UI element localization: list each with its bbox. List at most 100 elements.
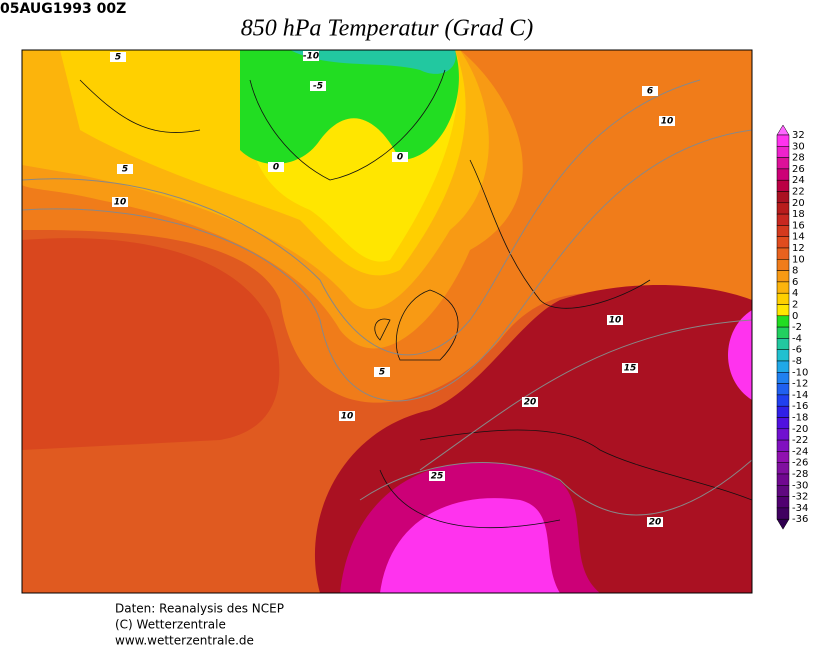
colorbar-segment xyxy=(776,485,790,497)
colorbar-label: 28 xyxy=(792,153,805,164)
contour-label-bg xyxy=(303,51,319,61)
contour-label: 10 xyxy=(661,117,674,127)
colorbar-label: 24 xyxy=(792,175,805,186)
colorbar-segment xyxy=(776,168,790,181)
colorbar-label: 8 xyxy=(792,266,798,277)
colorbar-label: -20 xyxy=(792,424,808,435)
colorbar-segment xyxy=(776,146,790,158)
contour-labels: 5 -10 -5 6 10 0 0 5 10 10 15 5 20 10 25 20 xyxy=(110,51,675,528)
colorbar-segment xyxy=(776,405,790,418)
colorbar-segment xyxy=(776,191,790,204)
contour-label-bg xyxy=(647,517,663,527)
colorbar-segment xyxy=(776,394,790,407)
colorbar-segment xyxy=(776,428,790,441)
colorbar-segment xyxy=(776,507,790,520)
contour-label: 10 xyxy=(609,316,622,326)
colorbar-segment xyxy=(776,349,790,362)
contour-label-bg xyxy=(117,164,133,174)
colorbar-segment xyxy=(776,270,790,283)
footer-line: www.wetterzentrale.de xyxy=(115,634,254,647)
map xyxy=(22,50,752,593)
colorbar-segment xyxy=(776,157,790,170)
colorbar-segment xyxy=(776,451,790,463)
contour-label-bg xyxy=(642,86,658,96)
contour-label-bg xyxy=(110,52,126,62)
colorbar-segment xyxy=(776,304,790,317)
colorbar-segment xyxy=(776,179,790,192)
colorbar-label: -2 xyxy=(792,322,802,333)
colorbar-label: -12 xyxy=(792,379,808,390)
colorbar-segment xyxy=(776,281,790,294)
colorbar-label: -8 xyxy=(792,356,802,367)
contour-label-bg xyxy=(607,315,623,325)
contour-label: 5 xyxy=(122,165,128,175)
contour-label-bg xyxy=(622,363,638,373)
contour-label: 10 xyxy=(341,412,354,422)
colorbar-segment xyxy=(776,292,790,305)
contour-label-bg xyxy=(339,411,355,421)
colorbar-segment xyxy=(776,383,790,396)
contour-label: -5 xyxy=(313,82,323,92)
colorbar-segment xyxy=(776,315,790,328)
colorbar-segment xyxy=(776,134,790,147)
colorbar-segment xyxy=(776,236,790,249)
colorbar-label: 2 xyxy=(792,300,798,311)
colorbar-label: -24 xyxy=(792,446,808,457)
colorbar-label: -18 xyxy=(792,413,808,424)
contour-label: 20 xyxy=(524,398,537,408)
colorbar-segment xyxy=(776,259,790,271)
colorbar-label: 10 xyxy=(792,254,805,265)
contour-label: 0 xyxy=(397,153,403,163)
colorbar-segment xyxy=(776,462,790,475)
colorbar-label: 14 xyxy=(792,232,805,243)
map-frame xyxy=(21,49,753,594)
colorbar-segment xyxy=(776,202,790,215)
colorbar-label: -16 xyxy=(792,401,808,412)
contour-label-bg xyxy=(522,397,538,407)
colorbar-label: 32 xyxy=(792,130,805,141)
contour-label-bg xyxy=(268,162,284,172)
contour-label-bg xyxy=(659,116,675,126)
colorbar-segment xyxy=(776,360,790,373)
footer-line: Daten: Reanalysis des NCEP xyxy=(115,602,284,616)
colorbar-label: -26 xyxy=(792,458,808,469)
contour-label: 25 xyxy=(431,472,444,482)
colorbar-label: 30 xyxy=(792,141,805,152)
colorbar-label: -28 xyxy=(792,469,808,480)
colorbar-label: -34 xyxy=(792,503,808,514)
contour-label: 5 xyxy=(379,368,385,378)
contour-label: -10 xyxy=(303,52,319,62)
contour-label-bg xyxy=(392,152,408,162)
colorbar-label: -30 xyxy=(792,480,808,491)
contour-label: 20 xyxy=(649,518,662,528)
colorbar-arrow xyxy=(776,124,790,136)
colorbar-label: 0 xyxy=(792,311,798,322)
colorbar-label: -36 xyxy=(792,514,808,525)
colorbar-label: -14 xyxy=(792,390,808,401)
colorbar-segment xyxy=(776,473,790,486)
colorbar: 32302826242220181614121086420-2-4-6-8-10… xyxy=(776,124,808,530)
contour-label-bg xyxy=(112,197,128,207)
colorbar-label: 20 xyxy=(792,198,805,209)
title: 850 hPa Temperatur (Grad C) xyxy=(241,16,533,42)
footer-line: (C) Wetterzentrale xyxy=(115,618,226,632)
colorbar-segment xyxy=(776,213,790,226)
colorbar-label: -4 xyxy=(792,333,802,344)
colorbar-segment xyxy=(776,225,790,237)
colorbar-segment xyxy=(776,372,790,384)
colorbar-segment xyxy=(776,496,790,509)
colorbar-label: 16 xyxy=(792,220,805,231)
colorbar-segment xyxy=(776,338,790,350)
contour-label-bg xyxy=(429,471,445,481)
colorbar-label: 12 xyxy=(792,243,805,254)
colorbar-label: 4 xyxy=(792,288,798,299)
colorbar-label: -6 xyxy=(792,345,802,356)
colorbar-segment xyxy=(776,326,790,339)
contour-label: 0 xyxy=(273,163,279,173)
contour-label: 6 xyxy=(647,87,653,97)
colorbar-segment xyxy=(776,247,790,260)
contour-label: 5 xyxy=(115,53,121,63)
footer: Daten: Reanalysis des NCEP (C) Wetterzent… xyxy=(115,602,284,648)
contour-label: 10 xyxy=(114,198,127,208)
contour-label-bg xyxy=(374,367,390,377)
